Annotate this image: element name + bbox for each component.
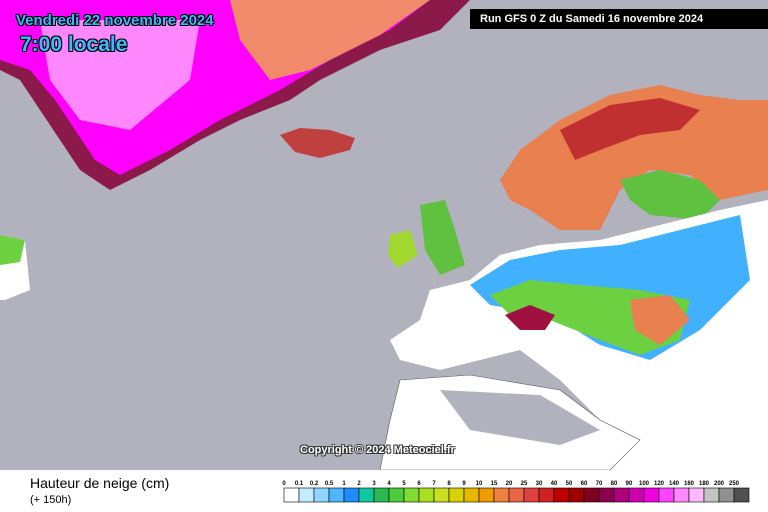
legend-label: 140: [669, 481, 680, 487]
legend-swatch: [448, 487, 465, 503]
map-date: Vendredi 22 novembre 2024: [16, 12, 214, 29]
legend: 0 0.1 0.2 0.5 1 2 3 4 5 6 7 8 9 10 15 20 25 30 40 50 60 70 80 9…: [282, 481, 750, 503]
britain: [420, 200, 465, 275]
legend-label: 70: [596, 481, 603, 487]
legend-label: 2: [357, 481, 361, 487]
legend-swatch: [418, 487, 435, 503]
greenland-east: [230, 0, 430, 80]
legend-label: 20: [506, 481, 513, 487]
legend-label: 0.2: [310, 481, 319, 487]
legend-swatch: [298, 487, 315, 503]
legend-swatch: [598, 487, 615, 503]
legend-label: 0.1: [295, 481, 304, 487]
legend-label: 9: [462, 481, 466, 487]
legend-swatch: [643, 487, 660, 503]
legend-swatch: [433, 487, 450, 503]
legend-swatch: [463, 487, 480, 503]
legend-label: 120: [654, 481, 665, 487]
legend-label: 5: [402, 481, 406, 487]
legend-swatch: [703, 487, 720, 503]
america-snow: [0, 235, 25, 265]
legend-swatch: [538, 487, 555, 503]
legend-label: 30: [536, 481, 543, 487]
legend-label: 1: [342, 481, 346, 487]
scandinavia: [500, 85, 768, 230]
legend-swatch: [388, 487, 405, 503]
legend-label: 250: [729, 481, 740, 487]
legend-label: 160: [684, 481, 695, 487]
legend-label: 0: [282, 481, 286, 487]
legend-label: 80: [611, 481, 618, 487]
legend-swatch: [583, 487, 600, 503]
legend-swatch: [373, 487, 390, 503]
legend-swatch: [628, 487, 645, 503]
mediterranean: [440, 390, 600, 445]
run-info: Run GFS 0 Z du Samedi 16 novembre 2024: [470, 9, 768, 29]
legend-label: 100: [639, 481, 650, 487]
legend-swatch: [493, 487, 510, 503]
legend-label: 8: [447, 481, 451, 487]
scandinavia-mountains: [560, 98, 700, 160]
map: [0, 0, 768, 470]
legend-swatch: [358, 487, 375, 503]
legend-swatch: [718, 487, 735, 503]
legend-swatch: [673, 487, 690, 503]
legend-label: 25: [521, 481, 528, 487]
legend-swatch: [553, 487, 570, 503]
finland: [620, 170, 720, 220]
legend-label: 0.5: [325, 481, 334, 487]
greenland-core: [40, 20, 200, 130]
legend-label: 10: [476, 481, 483, 487]
legend-swatch: [283, 487, 300, 503]
legend-swatch: [688, 487, 705, 503]
legend-label: 6: [417, 481, 421, 487]
legend-swatch: [403, 487, 420, 503]
legend-title: Hauteur de neige (cm): [30, 475, 170, 491]
legend-label: 90: [626, 481, 633, 487]
legend-swatch: [328, 487, 345, 503]
legend-swatch: [733, 487, 750, 503]
legend-swatch: [508, 487, 525, 503]
legend-swatch: [658, 487, 675, 503]
legend-swatch: [478, 487, 495, 503]
iceland: [280, 128, 355, 158]
legend-label: 4: [387, 481, 391, 487]
legend-swatch: [523, 487, 540, 503]
legend-label: 200: [714, 481, 725, 487]
alps: [505, 305, 555, 330]
map-time: 7:00 locale: [20, 33, 128, 56]
legend-subtitle: (+ 150h): [30, 494, 72, 506]
legend-label: 50: [566, 481, 573, 487]
copyright: Copyright © 2024 Meteociel.fr: [300, 444, 455, 456]
legend-label: 3: [372, 481, 376, 487]
legend-label: 40: [551, 481, 558, 487]
legend-label: 180: [699, 481, 710, 487]
legend-label: 7: [432, 481, 436, 487]
legend-label: 60: [581, 481, 588, 487]
legend-swatch: [313, 487, 330, 503]
legend-swatch: [343, 487, 360, 503]
carpathians: [630, 295, 690, 345]
ireland: [388, 230, 418, 268]
legend-swatch: [568, 487, 585, 503]
legend-label: 15: [491, 481, 498, 487]
legend-swatch: [613, 487, 630, 503]
